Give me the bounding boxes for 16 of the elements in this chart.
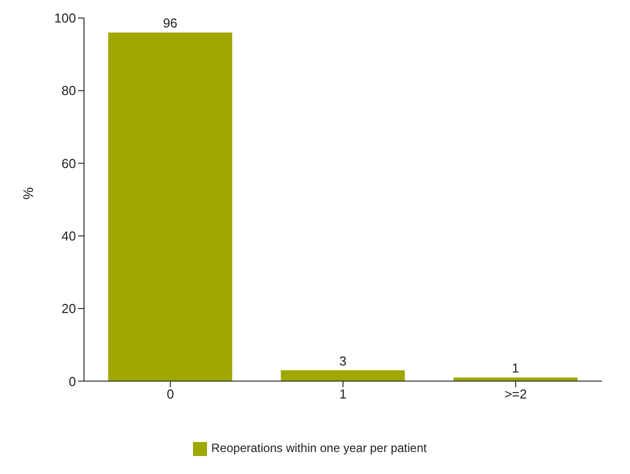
y-tick-label: 40 [62, 228, 76, 244]
x-tick-label: 1 [339, 386, 347, 402]
data-label: 1 [512, 360, 520, 376]
y-tick-label: 0 [68, 374, 76, 389]
x-tick-label: 0 [166, 386, 174, 402]
bar [280, 370, 405, 382]
y-tick-label: 60 [62, 156, 76, 171]
y-tick-label: 100 [54, 10, 76, 26]
bar [108, 32, 232, 382]
legend-label: Reoperations within one year per patient [211, 441, 427, 456]
data-label: 96 [162, 16, 178, 31]
y-axis-title: % [20, 187, 36, 200]
y-tick-label: 80 [62, 83, 76, 98]
x-tick-label: >=2 [504, 386, 527, 402]
y-tick-label: 20 [62, 301, 76, 316]
data-label: 3 [339, 353, 346, 368]
